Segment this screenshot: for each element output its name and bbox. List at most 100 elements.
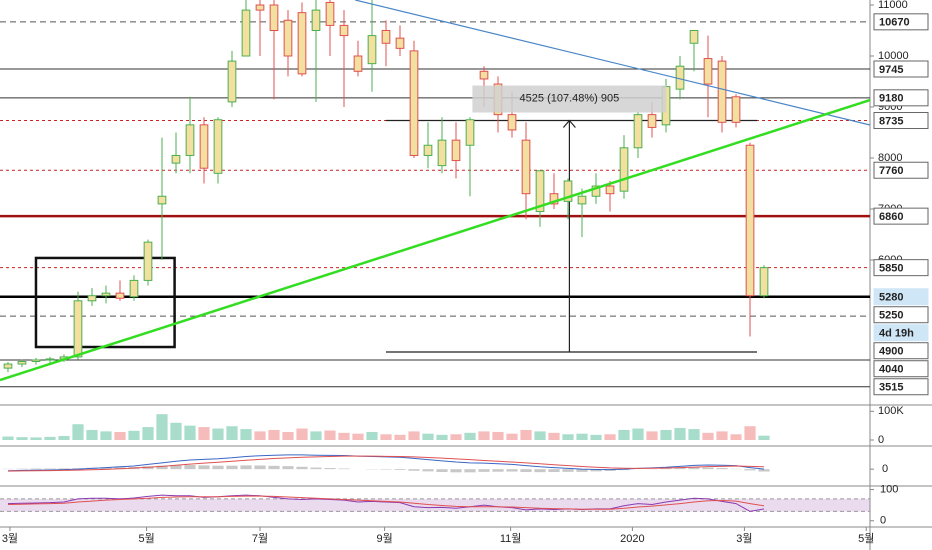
candle-body <box>269 4 279 31</box>
candle-body <box>339 24 349 37</box>
macd-histogram-bar <box>394 469 406 470</box>
x-tick-label: 11월 <box>500 532 522 545</box>
y-tick-label: 10000 <box>878 50 909 62</box>
macd-histogram-bar <box>268 465 280 470</box>
volume-bar <box>534 431 546 440</box>
volume-bar <box>170 422 182 440</box>
volume-bar <box>520 429 532 440</box>
candle-body <box>17 360 27 365</box>
volume-bar <box>16 437 28 440</box>
candle-body <box>465 119 475 146</box>
candle-body <box>745 144 755 297</box>
price-label: 5250 <box>879 310 903 322</box>
volume-bar <box>58 435 70 440</box>
y-tick-label: 100K <box>878 405 904 417</box>
volume-bar <box>380 434 392 440</box>
x-tick-label: 2020 <box>620 533 644 545</box>
volume-bar <box>506 433 518 440</box>
candle-body <box>157 195 167 205</box>
candle-body <box>437 139 447 167</box>
price-label-box <box>873 259 929 277</box>
price-label-box <box>873 207 929 225</box>
volume-bar <box>618 429 630 440</box>
price-label-box <box>873 89 929 107</box>
price-label-box <box>873 378 929 396</box>
macd-histogram-bar <box>744 469 756 471</box>
price-label: 3515 <box>879 382 903 394</box>
macd-histogram-bar <box>198 465 210 470</box>
volume-bar <box>240 429 252 440</box>
candle-body <box>381 29 391 44</box>
price-label: 4d 19h <box>879 328 914 340</box>
macd-histogram-bar <box>464 469 476 473</box>
measure-label: 4525 (107.48%) 905 <box>520 92 620 104</box>
y-tick-label: 11000 <box>878 0 908 11</box>
price-label: 6860 <box>879 211 903 223</box>
candle-body <box>647 114 657 128</box>
y-tick-label: 0 <box>882 463 888 475</box>
candle-body <box>759 267 769 297</box>
volume-bar <box>184 425 196 440</box>
volume-bar <box>324 430 336 440</box>
candle-body <box>227 60 237 103</box>
candle-body <box>409 50 419 156</box>
volume-bar <box>100 431 112 440</box>
candle-body <box>731 96 741 123</box>
macd-histogram-bar <box>338 468 350 470</box>
volume-bar <box>72 424 84 440</box>
rsi-line <box>7 494 765 512</box>
volume-bar <box>674 427 686 440</box>
macd-histogram-bar <box>688 467 700 470</box>
volume-bar <box>44 436 56 440</box>
candle-body <box>451 139 461 162</box>
candle-body <box>521 139 531 195</box>
price-label-box <box>873 288 929 306</box>
volume-bar <box>422 433 434 440</box>
candle-body <box>605 185 615 195</box>
price-label-box <box>873 161 929 179</box>
volume-bar <box>408 431 420 440</box>
x-tick-label: 5월 <box>138 532 154 545</box>
candle-body <box>549 193 559 205</box>
candle-body <box>31 359 41 362</box>
candle-body <box>255 4 265 11</box>
candle-body <box>507 114 517 131</box>
candle-body <box>283 19 293 57</box>
volume-bar <box>86 429 98 440</box>
macd-histogram-bar <box>548 469 560 473</box>
macd-histogram-bar <box>590 469 602 472</box>
candle-body <box>689 29 699 44</box>
macd-histogram-bar <box>212 465 224 470</box>
candle-body <box>633 114 643 149</box>
volume-bar <box>30 437 42 440</box>
volume-bar <box>282 431 294 440</box>
volume-bar <box>352 433 364 440</box>
candle-body <box>171 154 181 164</box>
candle-body <box>619 147 629 192</box>
volume-bar <box>142 427 154 440</box>
volume-bar <box>394 434 406 440</box>
candle-body <box>703 58 713 85</box>
volume-bar <box>632 428 644 440</box>
x-tick-label: 3월 <box>736 532 752 545</box>
volume-bar <box>492 431 504 440</box>
y-tick-label: 100 <box>880 483 898 495</box>
volume-bar <box>156 414 168 440</box>
macd-histogram-bar <box>100 467 112 470</box>
volume-bar <box>688 429 700 440</box>
volume-bar <box>548 432 560 440</box>
macd-histogram-bar <box>422 469 434 472</box>
price-label: 9745 <box>879 64 903 76</box>
price-label-box <box>873 60 929 78</box>
candle-body <box>185 124 195 156</box>
price-label-box <box>873 306 929 324</box>
macd-histogram-bar <box>170 465 182 470</box>
price-label: 4040 <box>879 364 903 376</box>
candle-body <box>73 300 83 358</box>
candle-body <box>717 60 727 123</box>
candle-body <box>395 37 405 49</box>
candle-body <box>297 12 307 75</box>
volume-bar <box>716 431 728 440</box>
price-label: 4900 <box>879 346 903 358</box>
